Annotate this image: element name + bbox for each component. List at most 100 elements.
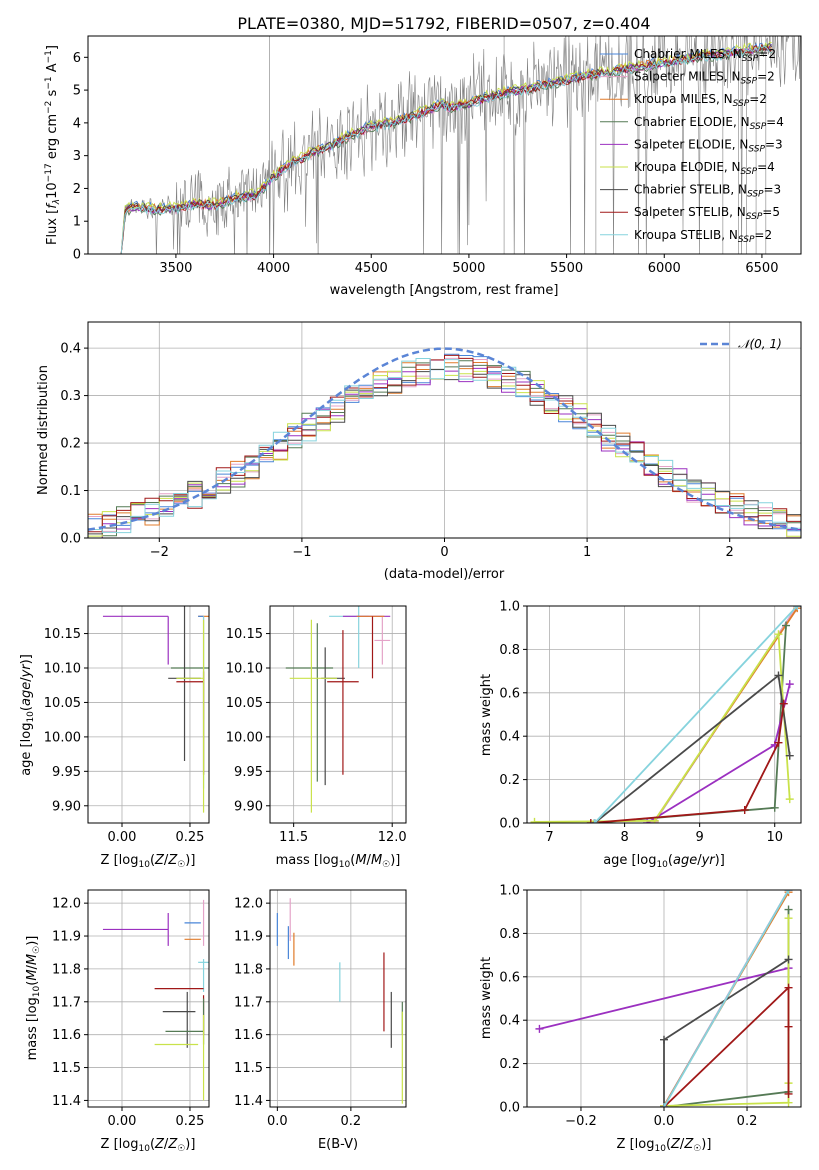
weight_vs_Z-ytick-label: 0.0 bbox=[499, 1101, 520, 1116]
mass_vs_Z-ytick-label: 11.9 bbox=[52, 930, 81, 945]
weight_vs_Z-ytick-label: 0.6 bbox=[499, 970, 520, 985]
age_vs_Z-ytick-label: 9.95 bbox=[52, 765, 81, 780]
mass_vs_ebv-ytick-label: 11.8 bbox=[234, 962, 263, 977]
weight_vs_Z-marker bbox=[784, 983, 793, 992]
massZ-ylabel: mass [log10(M/M☉)] bbox=[25, 936, 42, 1061]
spectrum-data bbox=[120, 36, 801, 254]
residual-xtick-label: 2 bbox=[726, 545, 734, 560]
weight_vs_age-marker bbox=[770, 803, 779, 812]
weight_vs_Z-marks bbox=[535, 890, 793, 1107]
age_vs_Z-ticks: 0.00 0.25 9.90 9.95 10.00 10.05 10.10 10.15 bbox=[44, 627, 205, 845]
spectrum-xlabel: wavelength [Angstrom, rest frame] bbox=[330, 283, 559, 298]
age-vs-mass-panel: 11.5 12.0 9.90 9.95 10.00 10.05 10.10 10.15 bbox=[226, 605, 407, 845]
weight_vs_age-marker bbox=[785, 795, 794, 804]
legend-model-name: Chabrier STELIB, N bbox=[634, 183, 747, 197]
mass_vs_ebv-xtick-label: 0.2 bbox=[341, 1114, 362, 1129]
ageZ-xlabel: Z [log10(Z/Z☉)] bbox=[101, 853, 196, 870]
weightZ-ylabel: mass weight bbox=[479, 957, 494, 1039]
mass_vs_ebv-frame bbox=[269, 889, 407, 1108]
legend-ssp-count: =2 bbox=[757, 70, 775, 84]
mass_vs_Z-ytick-label: 11.7 bbox=[52, 995, 81, 1010]
residual-xtick-label: −1 bbox=[292, 545, 311, 560]
weight_vs_Z-frame bbox=[526, 889, 802, 1108]
weight_vs_Z-marker bbox=[784, 1098, 793, 1107]
weight_vs_age-xtick-label: 8 bbox=[620, 830, 628, 845]
massEbv-xlabel: E(B-V) bbox=[318, 1137, 358, 1152]
weight_vs_Z-marker bbox=[784, 1089, 793, 1098]
legend-entry: Kroupa STELIB, NSSP=2 bbox=[634, 228, 772, 245]
weight_vs_age-marker bbox=[785, 680, 794, 689]
massZ-xlabel: Z [log10(Z/Z☉)] bbox=[101, 1137, 196, 1154]
weight_vs_Z-series-line bbox=[663, 890, 790, 1107]
mass-vs-Z-panel: 0.00 0.25 11.4 11.5 11.6 11.7 11.8 11.9 12.0 bbox=[52, 889, 210, 1129]
legend-entry: Salpeter STELIB, NSSP=5 bbox=[634, 205, 780, 222]
legend-ssp-subscript: SSP bbox=[747, 190, 764, 200]
legend-ssp-subscript: SSP bbox=[742, 54, 759, 64]
spectrum-ytick-label: 5 bbox=[73, 84, 81, 99]
mass_vs_Z-xtick-label: 0.25 bbox=[175, 1114, 204, 1129]
weightAge-xlabel: age [log10(age/yr)] bbox=[603, 853, 725, 870]
legend-model-name: Chabrier ELODIE, N bbox=[634, 115, 750, 129]
weight_vs_Z-ytick-label: 0.8 bbox=[499, 927, 520, 942]
age_vs_mass-ytick-label: 10.05 bbox=[226, 696, 263, 711]
age-vs-Z-panel: 0.00 0.25 9.90 9.95 10.00 10.05 10.10 10.15 bbox=[44, 605, 210, 845]
spectrum-xtick-label: 4000 bbox=[257, 261, 290, 276]
residual-panel: −2 −1 0 1 2 0.0 0.1 0.2 0.3 0.4 (data-model)/erro… bbox=[36, 321, 802, 582]
weightZ-xlabel: Z [log10(Z/Z☉)] bbox=[617, 1137, 712, 1154]
age_vs_Z-frame bbox=[87, 605, 210, 824]
legend-ssp-count: =4 bbox=[757, 160, 775, 174]
legend-ssp-subscript: SSP bbox=[741, 77, 758, 87]
weight_vs_age-ytick-label: 0.6 bbox=[499, 686, 520, 701]
residual-frame bbox=[87, 321, 802, 539]
age_vs_Z-ytick-label: 10.05 bbox=[44, 696, 81, 711]
weight_vs_age-xtick-label: 10 bbox=[766, 830, 783, 845]
mass_vs_Z-ytick-label: 12.0 bbox=[52, 897, 81, 912]
age_vs_mass-ytick-label: 10.15 bbox=[226, 627, 263, 642]
age_vs_Z-ytick-label: 9.90 bbox=[52, 799, 81, 814]
age_vs_Z-marks bbox=[102, 606, 209, 813]
age_vs_mass-ytick-label: 10.10 bbox=[226, 662, 263, 677]
spectrum-panel: PLATE=0380, MJD=51792, FIBERID=0507, z=0… bbox=[44, 14, 802, 298]
legend-model-name: Kroupa ELODIE, N bbox=[634, 160, 741, 174]
weight_vs_age-ytick-label: 0.0 bbox=[499, 817, 520, 832]
age_vs_mass-grid bbox=[270, 606, 406, 823]
spectrum-xtick-label: 6500 bbox=[745, 261, 778, 276]
mass_vs_ebv-grid bbox=[270, 890, 406, 1107]
weight_vs_Z-marker bbox=[784, 955, 793, 964]
residual-ytick-label: 0.2 bbox=[60, 437, 81, 452]
weight_vs_age-series-line bbox=[590, 703, 785, 823]
mass_vs_ebv-ytick-label: 11.5 bbox=[234, 1061, 263, 1076]
legend-model-name: Chabrier MILES, N bbox=[634, 47, 742, 61]
spectrum-model-line bbox=[120, 45, 772, 254]
weight_vs_Z-series-line bbox=[663, 985, 790, 1107]
legend-entry: Salpeter MILES, NSSP=2 bbox=[634, 70, 775, 87]
spectrum-ytick-label: 6 bbox=[73, 51, 81, 66]
legend-model-name: Salpeter ELODIE, N bbox=[634, 137, 748, 151]
age_vs_mass-marks bbox=[285, 606, 391, 813]
mass_vs_Z-ticks: 0.00 0.25 11.4 11.5 11.6 11.7 11.8 11.9 12.0 bbox=[52, 897, 204, 1129]
weight_vs_age-ytick-label: 0.2 bbox=[499, 773, 520, 788]
weight_vs_Z-series-line bbox=[663, 909, 790, 1107]
spectrum-ytick-label: 0 bbox=[73, 248, 81, 263]
age_vs_mass-xtick-label: 11.5 bbox=[279, 830, 308, 845]
weight_vs_age-xtick-label: 7 bbox=[545, 830, 553, 845]
weight_vs_age-marker bbox=[785, 751, 794, 760]
weight_vs_Z-marker bbox=[660, 1103, 668, 1107]
legend-entry: Chabrier MILES, NSSP=2 bbox=[634, 47, 776, 64]
legend-ssp-count: =2 bbox=[749, 92, 767, 106]
weight_vs_age-marker bbox=[774, 630, 783, 639]
weight_vs_Z-marker bbox=[535, 1024, 544, 1033]
mass_vs_ebv-ytick-label: 11.7 bbox=[234, 995, 263, 1010]
legend-entry: Salpeter ELODIE, NSSP=3 bbox=[634, 137, 783, 154]
legend-ssp-subscript: SSP bbox=[733, 99, 750, 109]
spectrum-ytick-label: 4 bbox=[73, 116, 81, 131]
weight_vs_Z-marker bbox=[784, 905, 793, 914]
normal-legend-label: 𝒩(0, 1) bbox=[738, 337, 782, 351]
mass_vs_Z-frame bbox=[87, 889, 210, 1108]
weight_vs_age-ytick-label: 0.4 bbox=[499, 730, 520, 745]
spectrum-frame bbox=[87, 35, 802, 255]
residual-ytick-label: 0.4 bbox=[60, 342, 81, 357]
legend-entry: Kroupa MILES, NSSP=2 bbox=[634, 92, 767, 109]
